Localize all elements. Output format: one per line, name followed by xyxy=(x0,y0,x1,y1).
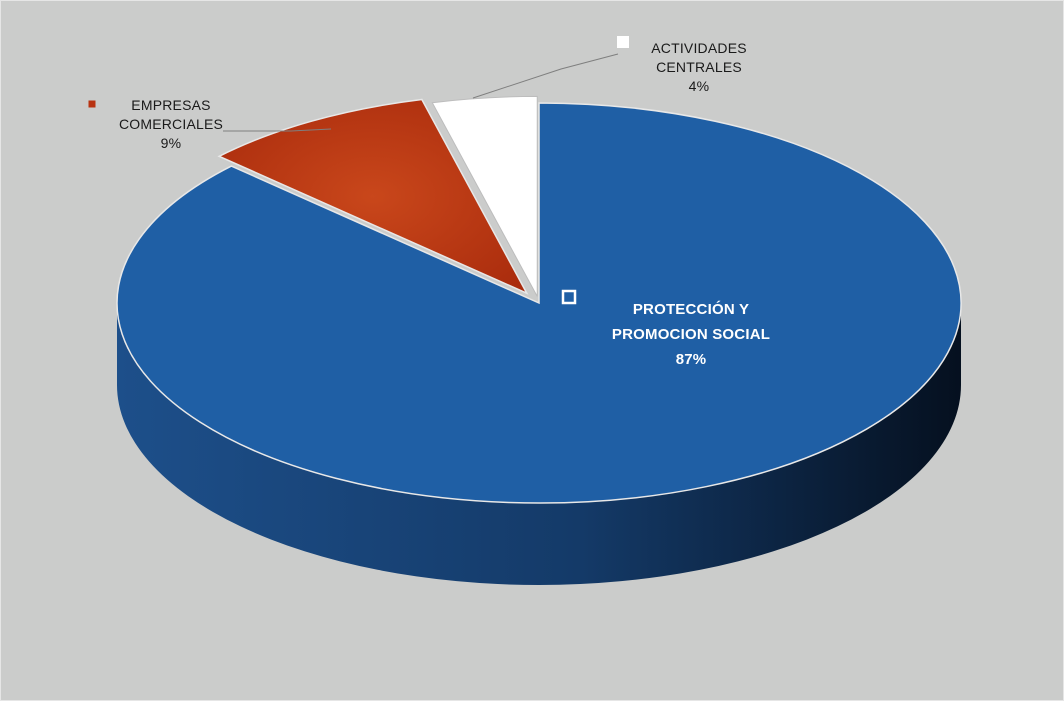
pie-side-0 xyxy=(117,303,961,585)
slice-label-1-line-1: COMERCIALES xyxy=(119,116,223,132)
pie-slice-0 xyxy=(116,102,962,504)
slice-label-0-line-0: PROTECCIÓN Y xyxy=(633,300,749,318)
pie-tops xyxy=(116,95,962,504)
pie-sides xyxy=(117,303,961,585)
slice-label-1-line-0: EMPRESAS xyxy=(131,97,210,113)
slice-marker-2 xyxy=(617,36,629,48)
leader-lines xyxy=(223,53,619,132)
slice-value-1: 9% xyxy=(161,135,182,151)
slice-value-2: 4% xyxy=(689,78,710,94)
slice-labels: PROTECCIÓN Y PROMOCION SOCIAL 87% EMPRESAS C… xyxy=(88,36,770,368)
slice-label-0-line-1: PROMOCION SOCIAL xyxy=(612,326,770,343)
pie-slice-2 xyxy=(431,95,538,297)
slice-label-2-line-1: CENTRALES xyxy=(656,59,742,75)
pie-slice-1 xyxy=(217,98,529,295)
slice-marker-0 xyxy=(561,289,577,305)
slice-marker-1 xyxy=(88,100,96,108)
leader-line-1 xyxy=(223,128,332,132)
leader-line-2 xyxy=(472,53,619,99)
slice-label-2-line-0: ACTIVIDADES xyxy=(651,40,747,56)
slice-value-0: 87% xyxy=(676,351,707,368)
